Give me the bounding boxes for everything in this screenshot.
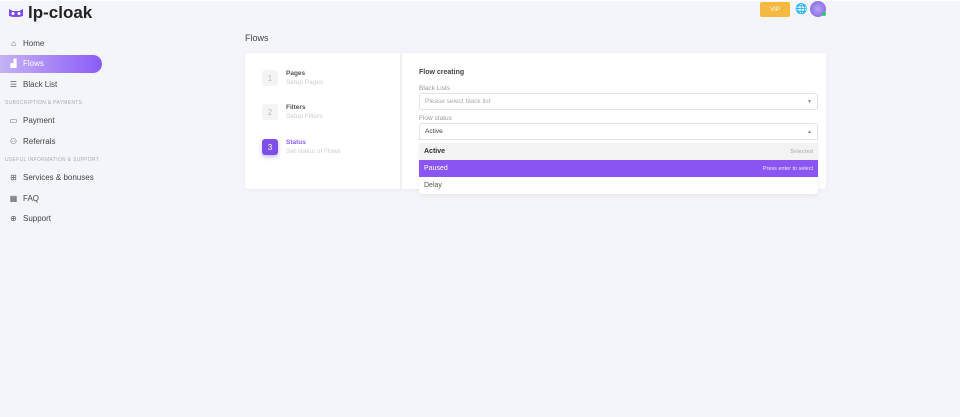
sidebar-item-label: Payment — [23, 116, 55, 125]
list-icon: ☰ — [9, 79, 18, 89]
sidebar-item-home[interactable]: ⌂ Home — [0, 34, 102, 52]
step-subtitle: Set status of Flows — [286, 148, 341, 155]
sidebar-item-services[interactable]: ⊞ Services & bonuses — [0, 169, 102, 187]
option-paused[interactable]: Paused Press enter to select — [419, 160, 818, 177]
step-number: 3 — [262, 139, 278, 155]
sidebar-item-label: Services & bonuses — [23, 173, 94, 182]
top-bar — [0, 0, 960, 1]
lifebuoy-icon: ⊕ — [10, 214, 17, 223]
option-label: Active — [424, 148, 446, 155]
step-subtitle: Setup Filters — [286, 113, 323, 120]
flow-status-dropdown: Active Selected Paused Press enter to sele… — [419, 143, 818, 194]
black-lists-select[interactable]: Please select black list ▼ — [419, 93, 818, 110]
option-hint: Selected — [790, 148, 813, 155]
mask-icon — [9, 9, 23, 17]
option-delay[interactable]: Delay — [419, 177, 818, 194]
black-lists-label: Black Lists — [419, 85, 451, 92]
page-title: Flows — [245, 33, 269, 43]
flow-status-label: Flow status — [419, 115, 452, 122]
black-lists-placeholder: Please select black list — [425, 98, 491, 105]
caret-up-icon: ▲ — [807, 128, 812, 135]
step-subtitle: Setup Pages — [286, 79, 324, 86]
sidebar-item-label: Home — [23, 38, 45, 48]
faq-icon: ▦ — [9, 193, 18, 203]
home-icon: ⌂ — [11, 38, 16, 48]
step-number: 2 — [262, 104, 278, 120]
card-icon: ▭ — [9, 116, 18, 125]
section-header: SUBSCRIPTION & PAYMENTS — [5, 99, 83, 106]
globe-icon[interactable]: 🌐 — [795, 4, 808, 15]
flow-form: Flow creating Black Lists Please select … — [419, 69, 818, 140]
step-number: 1 — [262, 70, 278, 86]
sidebar-item-label: Black List — [23, 79, 58, 89]
flow-status-select[interactable]: Active ▲ — [419, 123, 818, 140]
step-title: Status — [286, 139, 306, 146]
option-label: Delay — [424, 182, 442, 189]
sidebar-item-payment[interactable]: ▭ Payment — [0, 112, 102, 130]
step-status[interactable]: 3 Status Set status of Flows — [262, 139, 341, 155]
step-filters[interactable]: 2 Filters Setup Filters — [262, 104, 323, 120]
sidebar-item-referrals[interactable]: ⚇ Referrals — [0, 132, 102, 150]
vip-button[interactable]: VIP — [760, 2, 790, 17]
step-title: Pages — [286, 70, 306, 77]
option-active[interactable]: Active Selected — [419, 143, 818, 160]
user-plus-icon: ⚇ — [9, 136, 18, 146]
section-header: USEFUL INFORMATION & SUPPORT — [5, 156, 100, 163]
sidebar-item-label: Support — [23, 214, 52, 223]
sidebar: ⌂ Home ▟ Flows ☰ Black List SUBSCRIPTION & … — [0, 32, 102, 230]
sidebar-item-label: FAQ — [23, 193, 40, 203]
sidebar-item-label: Referrals — [23, 136, 56, 146]
avatar[interactable] — [810, 1, 826, 17]
sidebar-item-support[interactable]: ⊕ Support — [0, 210, 102, 228]
step-pages[interactable]: 1 Pages Setup Pages — [262, 70, 323, 86]
flows-icon: ▟ — [10, 59, 17, 68]
caret-down-icon: ▼ — [807, 98, 812, 105]
steps: 1 Pages Setup Pages 2 Filters Setup Filters … — [245, 53, 402, 189]
logo[interactable]: lp-cloak — [8, 3, 92, 23]
flow-status-value: Active — [425, 128, 443, 135]
app-name: lp-cloak — [28, 3, 93, 22]
option-label: Paused — [424, 165, 448, 172]
sidebar-item-label: Flows — [23, 59, 44, 68]
form-title: Flow creating — [419, 69, 465, 76]
sidebar-item-flows[interactable]: ▟ Flows — [0, 54, 102, 73]
step-title: Filters — [286, 104, 306, 111]
sidebar-item-black-list[interactable]: ☰ Black List — [0, 75, 102, 93]
gift-icon: ⊞ — [10, 173, 17, 182]
option-hint: Press enter to select — [762, 165, 813, 172]
sidebar-item-faq[interactable]: ▦ FAQ — [0, 189, 102, 207]
